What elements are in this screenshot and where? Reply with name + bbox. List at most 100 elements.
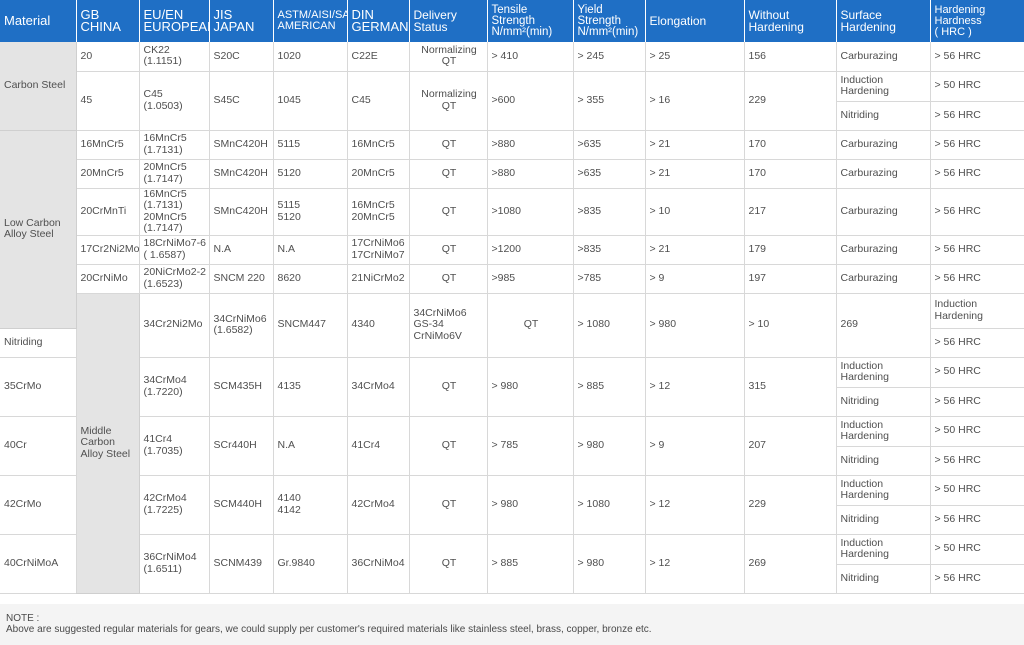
- cell-din: 42CrMo4: [347, 475, 410, 535]
- cell-din: 17CrNiMo6 17CrNiMo7: [347, 235, 410, 265]
- cell-surface-hardening: Carburazing: [836, 130, 931, 160]
- table-row: Nitriding > 56 HRC: [0, 564, 1024, 594]
- cell-yield: > 1080: [573, 475, 646, 535]
- cell-surface-hardening: Induction Hardening: [836, 357, 931, 388]
- cell-surface-hardening: Nitriding: [836, 505, 931, 535]
- cell-hardening-hardness: > 50 HRC: [930, 416, 1024, 447]
- cell-gb: 20CrNiMo: [76, 264, 140, 294]
- cell-eu: CK22 (1.1151): [139, 42, 210, 72]
- header-elongation: Elongation: [645, 0, 745, 42]
- cell-eu: 41Cr4 (1.7035): [139, 416, 210, 476]
- cell-tensile: > 980: [487, 357, 574, 417]
- cell-without: 179: [744, 235, 837, 265]
- cell-astm: 5120: [273, 159, 348, 189]
- cell-eu: 36CrNiMo4 (1.6511): [139, 534, 210, 594]
- cell-hardening-hardness: > 50 HRC: [930, 357, 1024, 388]
- cell-jis: SMnC420H: [209, 188, 274, 236]
- cell-hardening-hardness: > 56 HRC: [930, 387, 1024, 417]
- cell-din: 16MnCr5: [347, 130, 410, 160]
- cell-yield: > 245: [573, 42, 646, 72]
- cell-yield: >635: [573, 130, 646, 160]
- cell-din: 21NiCrMo2: [347, 264, 410, 294]
- cell-din: 34CrMo4: [347, 357, 410, 417]
- material-group-carbon: Carbon Steel: [0, 42, 77, 131]
- cell-delivery: QT: [409, 534, 488, 594]
- table-row: Nitriding > 56 HRC: [0, 446, 1024, 476]
- cell-astm: 4340: [347, 293, 410, 358]
- cell-yield: >835: [573, 235, 646, 265]
- cell-jis: SCNM439: [209, 534, 274, 594]
- table-row: 45 C45 (1.0503) S45C 1045 C45 Normalizing QT >…: [0, 71, 1024, 131]
- cell-elong: > 9: [645, 416, 745, 476]
- cell-surface-hardening: Induction Hardening: [836, 475, 931, 506]
- cell-elong: > 21: [645, 130, 745, 160]
- cell-jis: SNCM 220: [209, 264, 274, 294]
- cell-eu: 34CrMo4 (1.7220): [139, 357, 210, 417]
- cell-din: 36CrNiMo4: [347, 534, 410, 594]
- header-tensile-strength: Tensile Strength N/mm²(min): [487, 0, 574, 42]
- cell-yield: > 885: [573, 357, 646, 417]
- cell-astm: N.A: [273, 235, 348, 265]
- material-table: Material GB CHINA EU/EN EUROPEAN JIS JAP…: [0, 0, 1024, 594]
- table-row: 42CrMo 42CrMo4 (1.7225) SCM440H 4140 4142 42…: [0, 475, 1024, 535]
- cell-delivery: Normalizing QT: [409, 71, 488, 131]
- material-group-middle: Middle Carbon Alloy Steel: [76, 293, 140, 594]
- cell-tensile: > 885: [487, 534, 574, 594]
- cell-yield: > 355: [573, 71, 646, 131]
- cell-hardening-hardness: > 50 HRC: [930, 534, 1024, 565]
- cell-jis: SCM435H: [209, 357, 274, 417]
- table-row: Nitriding > 56 HRC: [0, 328, 1024, 358]
- header-gb: GB CHINA: [76, 0, 140, 42]
- cell-tensile: >1200: [487, 235, 574, 265]
- cell-surface-hardening: Nitriding: [836, 387, 931, 417]
- cell-elong: > 12: [645, 357, 745, 417]
- cell-din: 16MnCr5 20MnCr5: [347, 188, 410, 236]
- cell-elong: > 16: [645, 71, 745, 131]
- cell-jis: SMnC420H: [209, 159, 274, 189]
- cell-delivery: QT: [409, 235, 488, 265]
- cell-without: 207: [744, 416, 837, 476]
- cell-eu: 20NiCrMo2-2 (1.6523): [139, 264, 210, 294]
- cell-hardening-hardness: > 50 HRC: [930, 71, 1024, 102]
- cell-hardening-hardness: > 50 HRC: [930, 475, 1024, 506]
- cell-hardening-hardness: > 56 HRC: [930, 159, 1024, 189]
- cell-surface-hardening: Induction Hardening: [930, 293, 1024, 329]
- cell-din: C22E: [347, 42, 410, 72]
- cell-surface-hardening: Carburazing: [836, 235, 931, 265]
- header-din: DIN GERMANY: [347, 0, 410, 42]
- cell-gb: 20: [76, 42, 140, 72]
- cell-eu: C45 (1.0503): [139, 71, 210, 131]
- cell-jis: S20C: [209, 42, 274, 72]
- header-row: Material GB CHINA EU/EN EUROPEAN JIS JAP…: [0, 0, 1024, 42]
- cell-eu: 42CrMo4 (1.7225): [139, 475, 210, 535]
- cell-without: 229: [744, 71, 837, 131]
- cell-gb: 16MnCr5: [76, 130, 140, 160]
- table-row: Nitriding > 56 HRC: [0, 101, 1024, 131]
- cell-jis: SCr440H: [209, 416, 274, 476]
- cell-surface-hardening: Carburazing: [836, 42, 931, 72]
- cell-gb: 17Cr2Ni2Mo: [76, 235, 140, 265]
- cell-tensile: >880: [487, 130, 574, 160]
- cell-tensile: > 980: [487, 475, 574, 535]
- cell-delivery: QT: [409, 264, 488, 294]
- cell-without: 170: [744, 159, 837, 189]
- note-box: NOTE : Above are suggested regular mater…: [0, 604, 1024, 645]
- cell-tensile: >600: [487, 71, 574, 131]
- cell-gb: 42CrMo: [0, 475, 77, 535]
- header-surface-hardening: Surface Hardening: [836, 0, 931, 42]
- cell-din: 20MnCr5: [347, 159, 410, 189]
- cell-jis: SCM440H: [209, 475, 274, 535]
- cell-without: 156: [744, 42, 837, 72]
- cell-gb: 45: [76, 71, 140, 131]
- table-row: 40Cr 41Cr4 (1.7035) SCr440H N.A 41Cr4 QT > 785…: [0, 416, 1024, 476]
- cell-yield: >835: [573, 188, 646, 236]
- header-yield-strength: Yield Strength N/mm²(min): [573, 0, 646, 42]
- cell-astm: 1045: [273, 71, 348, 131]
- cell-hardening-hardness: > 56 HRC: [930, 130, 1024, 160]
- table-row: 40CrNiMoA 36CrNiMo4 (1.6511) SCNM439 Gr.984…: [0, 534, 1024, 594]
- cell-jis: N.A: [209, 235, 274, 265]
- cell-astm: N.A: [273, 416, 348, 476]
- cell-delivery: QT: [409, 475, 488, 535]
- cell-din: 41Cr4: [347, 416, 410, 476]
- table-row: Carbon Steel 20 CK22 (1.1151) S20C 1020 C22E N…: [0, 42, 1024, 131]
